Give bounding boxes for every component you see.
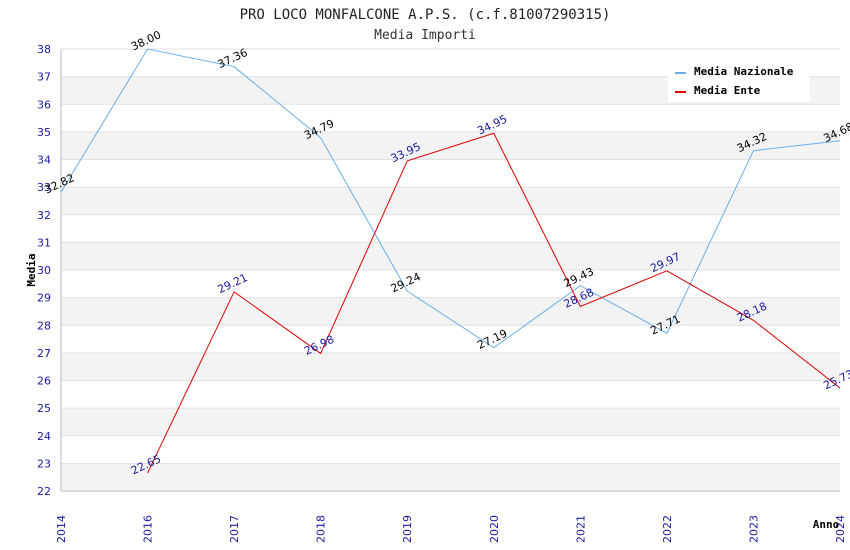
x-tick-label: 2023 — [747, 515, 760, 543]
data-label: 29.21 — [216, 271, 250, 296]
y-tick-label: 26 — [37, 375, 51, 388]
grid-band — [61, 242, 840, 270]
grid-band — [61, 463, 840, 491]
y-tick-label: 24 — [37, 430, 51, 443]
grid-bands — [61, 76, 840, 491]
y-tick-label: 36 — [37, 98, 51, 111]
legend-label-media-ente: Media Ente — [694, 84, 761, 97]
chart-title: PRO LOCO MONFALCONE A.P.S. (c.f.81007290… — [240, 7, 611, 23]
y-tick-label: 30 — [37, 264, 51, 277]
x-tick-label: 2024 — [834, 515, 847, 543]
grid-band — [61, 408, 840, 436]
series-line-media-nazionale — [60, 48, 841, 349]
y-tick-label: 22 — [37, 485, 51, 498]
y-tick-label: 29 — [37, 292, 51, 305]
x-axis-label: Anno — [813, 518, 840, 531]
y-tick-label: 33 — [37, 181, 51, 194]
x-tick-label: 2018 — [315, 515, 328, 543]
chart-subtitle: Media Importi — [374, 28, 476, 43]
y-tick-label: 27 — [37, 347, 51, 360]
x-tick-label: 2020 — [488, 515, 501, 543]
y-tick-label: 25 — [37, 402, 51, 415]
y-axis-label: Media — [25, 253, 38, 286]
y-tick-label: 31 — [37, 236, 51, 249]
y-tick-labels: 22 23 24 25 26 27 28 29 30 31 32 33 34 35 36 37 38 — [37, 43, 51, 498]
data-label: 38.00 — [129, 28, 163, 53]
data-label: 27.19 — [475, 327, 509, 352]
series-group — [60, 48, 841, 474]
x-tick-labels: 2014 2016 2017 2018 2019 2020 2021 2022 2023 2024 — [55, 515, 847, 543]
x-tick-label: 2014 — [55, 515, 68, 543]
x-tick-label: 2021 — [574, 515, 587, 543]
grid-band — [61, 297, 840, 326]
y-tick-label: 35 — [37, 126, 51, 139]
x-tick-label: 2022 — [661, 515, 674, 543]
y-tick-label: 32 — [37, 209, 51, 222]
y-tick-label: 28 — [37, 319, 51, 332]
x-tick-label: 2016 — [142, 515, 155, 543]
grid-band — [61, 352, 840, 381]
x-tick-label: 2017 — [228, 515, 241, 543]
y-tick-label: 34 — [37, 154, 51, 167]
y-tick-label: 23 — [37, 457, 51, 470]
grid-band — [61, 187, 840, 215]
x-tick-label: 2019 — [401, 515, 414, 543]
legend-box — [668, 60, 810, 102]
data-label: 37.36 — [216, 46, 250, 71]
y-tick-label: 38 — [37, 43, 51, 56]
data-label: 29.24 — [389, 270, 423, 295]
series-line-media-ente — [147, 132, 841, 474]
y-tick-label: 37 — [37, 71, 51, 84]
legend: Media Nazionale Media Ente — [668, 60, 810, 102]
grid-band — [61, 131, 840, 160]
legend-label-media-nazionale: Media Nazionale — [694, 65, 794, 78]
